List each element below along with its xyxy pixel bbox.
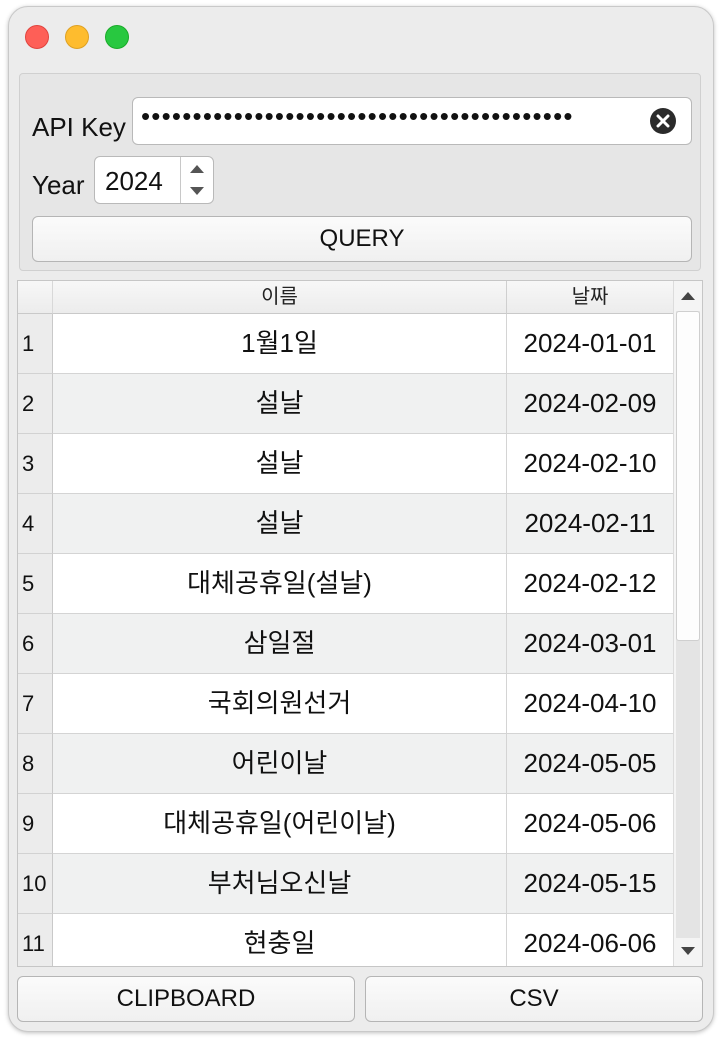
api-key-field[interactable]: ••••••••••••••••••••••••••••••••••••••••… [132, 97, 692, 145]
row-number[interactable]: 11 [18, 914, 53, 966]
table-row[interactable]: 9 대체공휴일(어린이날) 2024-05-06 [18, 794, 673, 854]
year-stepper [180, 157, 213, 203]
title-bar [9, 7, 713, 65]
cell-holiday-date[interactable]: 2024-05-15 [507, 854, 673, 914]
cell-holiday-date[interactable]: 2024-05-06 [507, 794, 673, 854]
cell-holiday-date[interactable]: 2024-02-12 [507, 554, 673, 614]
cell-holiday-date[interactable]: 2024-02-09 [507, 374, 673, 434]
row-number[interactable]: 10 [18, 854, 53, 914]
table-row[interactable]: 5 대체공휴일(설날) 2024-02-12 [18, 554, 673, 614]
cell-holiday-name[interactable]: 국회의원선거 [53, 674, 507, 734]
holiday-table[interactable]: 이름 날짜 1 1월1일 2024-01-01 2 설날 2024-02-09 3 설날 202… [17, 280, 703, 967]
cell-holiday-date[interactable]: 2024-02-10 [507, 434, 673, 494]
minimize-window-button[interactable] [65, 25, 89, 49]
row-number[interactable]: 6 [18, 614, 53, 674]
table-row[interactable]: 2 설날 2024-02-09 [18, 374, 673, 434]
cell-holiday-name[interactable]: 대체공휴일(어린이날) [53, 794, 507, 854]
cell-holiday-name[interactable]: 현충일 [53, 914, 507, 966]
close-window-button[interactable] [25, 25, 49, 49]
cell-holiday-name[interactable]: 설날 [53, 434, 507, 494]
api-key-masked-value: ••••••••••••••••••••••••••••••••••••••••… [141, 101, 574, 131]
year-label: Year [32, 170, 85, 200]
cell-holiday-date[interactable]: 2024-01-01 [507, 314, 673, 374]
cell-holiday-name[interactable]: 삼일절 [53, 614, 507, 674]
year-spinbox[interactable]: 2024 [94, 156, 214, 204]
scroll-up-arrow-icon[interactable] [674, 283, 702, 309]
query-panel: API Key ••••••••••••••••••••••••••••••••… [19, 73, 701, 271]
table-row[interactable]: 4 설날 2024-02-11 [18, 494, 673, 554]
table-row[interactable]: 7 국회의원선거 2024-04-10 [18, 674, 673, 734]
api-key-label: API Key [32, 112, 126, 142]
row-number[interactable]: 2 [18, 374, 53, 434]
increment-arrow-icon[interactable] [181, 157, 213, 180]
row-number[interactable]: 9 [18, 794, 53, 854]
table-corner[interactable] [18, 281, 53, 314]
row-number[interactable]: 5 [18, 554, 53, 614]
cell-holiday-name[interactable]: 대체공휴일(설날) [53, 554, 507, 614]
clipboard-button[interactable]: CLIPBOARD [17, 976, 355, 1022]
table-row[interactable]: 10 부처님오신날 2024-05-15 [18, 854, 673, 914]
scrollbar-thumb[interactable] [676, 311, 700, 641]
csv-button[interactable]: CSV [365, 976, 703, 1022]
column-header-name[interactable]: 이름 [53, 281, 507, 314]
cell-holiday-date[interactable]: 2024-06-06 [507, 914, 673, 966]
zoom-window-button[interactable] [105, 25, 129, 49]
scroll-down-arrow-icon[interactable] [674, 938, 702, 964]
app-window: API Key ••••••••••••••••••••••••••••••••… [8, 6, 714, 1032]
row-number[interactable]: 1 [18, 314, 53, 374]
cell-holiday-name[interactable]: 어린이날 [53, 734, 507, 794]
row-number[interactable]: 3 [18, 434, 53, 494]
column-header-date[interactable]: 날짜 [507, 281, 673, 314]
table-row[interactable]: 6 삼일절 2024-03-01 [18, 614, 673, 674]
row-number[interactable]: 4 [18, 494, 53, 554]
cell-holiday-date[interactable]: 2024-02-11 [507, 494, 673, 554]
cell-holiday-name[interactable]: 1월1일 [53, 314, 507, 374]
query-button[interactable]: QUERY [32, 216, 692, 262]
clear-icon[interactable] [649, 107, 677, 135]
cell-holiday-name[interactable]: 설날 [53, 494, 507, 554]
cell-holiday-date[interactable]: 2024-04-10 [507, 674, 673, 734]
vertical-scrollbar[interactable] [673, 281, 702, 966]
scrollbar-track[interactable] [676, 311, 700, 938]
table-row[interactable]: 1 1월1일 2024-01-01 [18, 314, 673, 374]
year-value: 2024 [105, 166, 163, 196]
row-number[interactable]: 8 [18, 734, 53, 794]
cell-holiday-name[interactable]: 부처님오신날 [53, 854, 507, 914]
cell-holiday-date[interactable]: 2024-05-05 [507, 734, 673, 794]
decrement-arrow-icon[interactable] [181, 180, 213, 203]
cell-holiday-name[interactable]: 설날 [53, 374, 507, 434]
table-row[interactable]: 8 어린이날 2024-05-05 [18, 734, 673, 794]
cell-holiday-date[interactable]: 2024-03-01 [507, 614, 673, 674]
table-row[interactable]: 3 설날 2024-02-10 [18, 434, 673, 494]
table-row[interactable]: 11 현충일 2024-06-06 [18, 914, 673, 966]
row-number[interactable]: 7 [18, 674, 53, 734]
